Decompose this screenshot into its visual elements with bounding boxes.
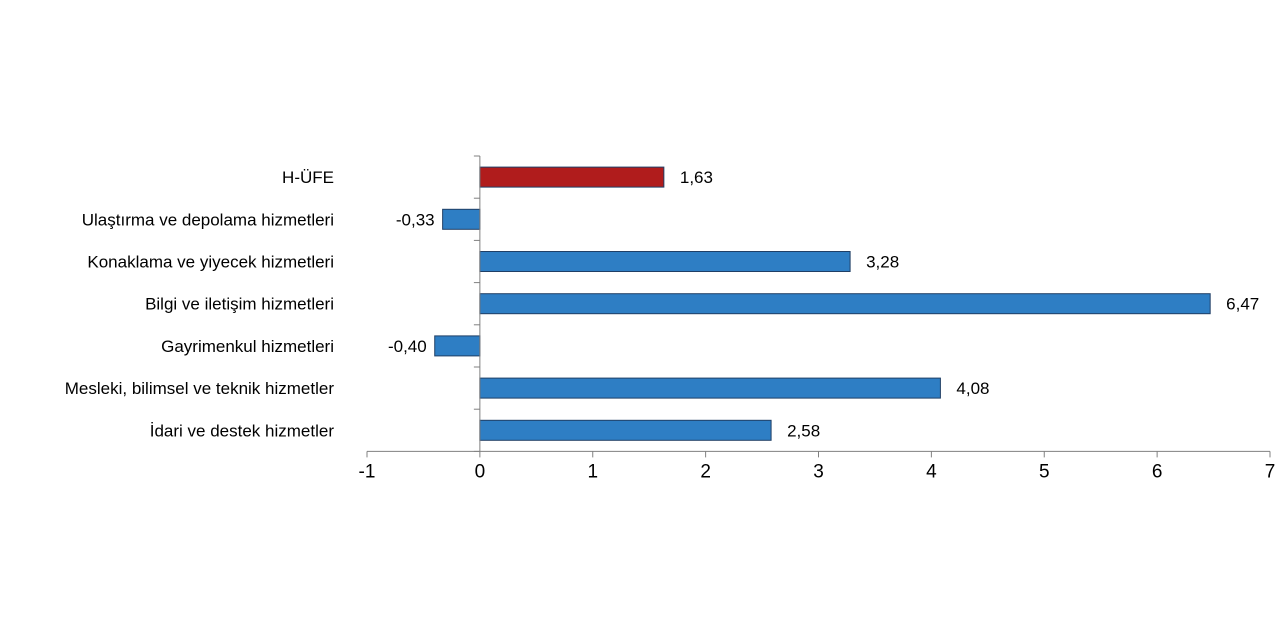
category-label: İdari ve destek hizmetler xyxy=(150,421,335,440)
value-tick-label: 2 xyxy=(700,461,711,482)
value-tick-label: 4 xyxy=(926,461,937,482)
value-label: 3,28 xyxy=(866,253,899,272)
bar xyxy=(479,293,1211,315)
value-tick-label: 3 xyxy=(813,461,824,482)
bar xyxy=(434,335,481,357)
category-label: Gayrimenkul hizmetleri xyxy=(161,337,334,356)
bars xyxy=(434,166,1211,441)
value-label: 4,08 xyxy=(956,379,989,398)
value-tick-label: 6 xyxy=(1152,461,1163,482)
value-labels: 1,63 -0,33 3,28 6,47 -0,40 4,08 2,58 xyxy=(388,168,1259,440)
value-label: -0,33 xyxy=(396,210,435,229)
value-label: 6,47 xyxy=(1226,295,1259,314)
category-label: Bilgi ve iletişim hizmetleri xyxy=(145,295,334,314)
value-tick-label: 1 xyxy=(587,461,598,482)
value-tick-label: -1 xyxy=(359,461,376,482)
bar xyxy=(479,251,851,272)
category-label: Ulaştırma ve depolama hizmetleri xyxy=(82,210,334,229)
category-label: H-ÜFE xyxy=(282,168,334,187)
category-labels: H-ÜFE Ulaştırma ve depolama hizmetleri Kon… xyxy=(65,168,335,440)
value-axis-ticks: -1 0 1 2 3 4 5 6 7 xyxy=(359,155,1276,482)
value-tick-label: 7 xyxy=(1265,461,1276,482)
bar xyxy=(479,377,941,399)
bar xyxy=(479,166,665,188)
bar xyxy=(479,419,772,441)
category-label: Konaklama ve yiyecek hizmetleri xyxy=(87,253,334,272)
value-tick-label: 5 xyxy=(1039,461,1050,482)
category-label: Mesleki, bilimsel ve teknik hizmetler xyxy=(65,379,335,398)
value-tick-label: 0 xyxy=(475,461,486,482)
value-label: -0,40 xyxy=(388,337,427,356)
bar xyxy=(442,208,481,230)
value-label: 2,58 xyxy=(787,421,820,440)
value-label: 1,63 xyxy=(680,168,713,187)
